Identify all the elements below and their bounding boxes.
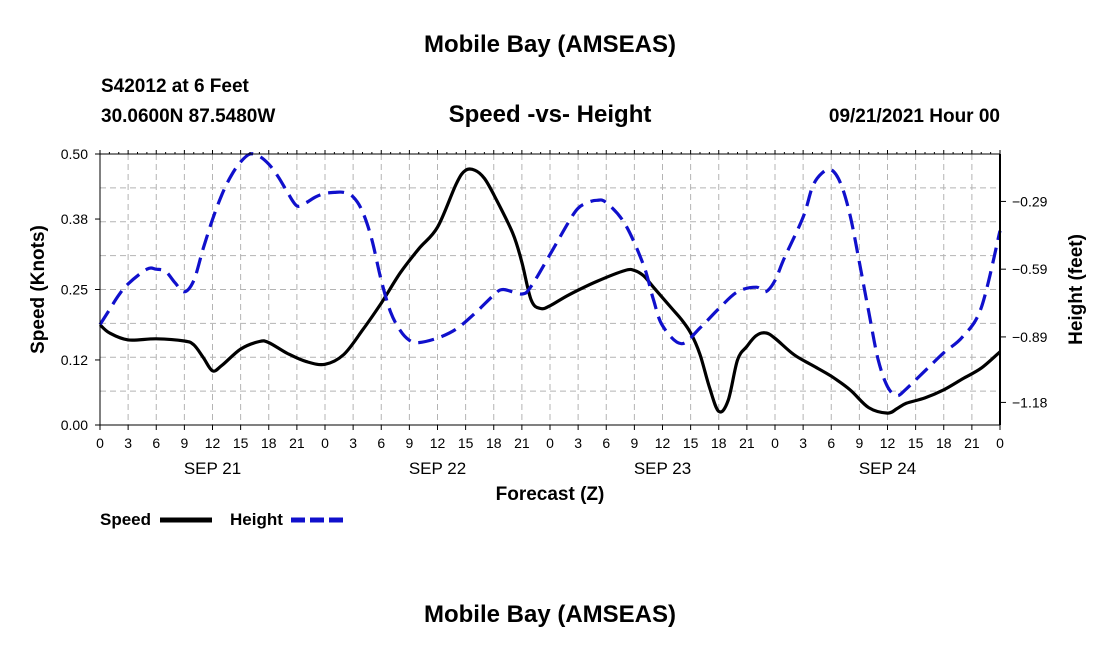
x-tick-label: 18 (711, 435, 727, 451)
station-coords: 30.0600N 87.5480W (101, 106, 276, 127)
x-tick-label: 9 (630, 435, 638, 451)
axes (95, 150, 1006, 430)
x-tick-label: 21 (739, 435, 755, 451)
y2-tick-label: −0.89 (1012, 329, 1048, 345)
y2-tick-label: −0.29 (1012, 193, 1048, 209)
x-tick-label: 3 (799, 435, 807, 451)
chart-subtitle: Speed -vs- Height (448, 101, 652, 128)
x-tick-label: 9 (180, 435, 188, 451)
day-label: SEP 22 (409, 459, 466, 478)
x-tick-label: 0 (546, 435, 554, 451)
x-tick-label: 15 (683, 435, 699, 451)
x-tick-label: 18 (936, 435, 952, 451)
legend-height-label: Height (230, 510, 283, 529)
y-axis-label: Speed (Knots) (28, 225, 49, 354)
x-tick-label: 12 (430, 435, 446, 451)
x-tick-label: 0 (771, 435, 779, 451)
day-label: SEP 23 (634, 459, 691, 478)
x-tick-label: 12 (880, 435, 896, 451)
x-tick-label: 6 (827, 435, 835, 451)
day-label: SEP 21 (184, 459, 241, 478)
x-tick-label: 3 (124, 435, 132, 451)
y-tick-label: 0.38 (61, 211, 88, 227)
x-tick-label: 21 (514, 435, 530, 451)
y-tick-label: 0.00 (61, 417, 88, 433)
x-tick-label: 6 (602, 435, 610, 451)
x-tick-label: 15 (458, 435, 474, 451)
x-tick-label: 9 (855, 435, 863, 451)
forecast-datetime: 09/21/2021 Hour 00 (828, 106, 1000, 127)
x-tick-label: 12 (655, 435, 671, 451)
x-tick-label: 6 (152, 435, 160, 451)
speed-series-line (98, 167, 1002, 415)
day-label: SEP 24 (859, 459, 916, 478)
station-label: S42012 at 6 Feet (101, 76, 249, 97)
y2-tick-label: −1.18 (1012, 394, 1048, 410)
x-tick-label: 18 (261, 435, 277, 451)
y-tick-label: 0.25 (61, 282, 88, 298)
x-tick-label: 15 (233, 435, 249, 451)
x-tick-label: 0 (996, 435, 1004, 451)
x-tick-label: 0 (321, 435, 329, 451)
y-tick-label: 0.12 (61, 352, 88, 368)
x-tick-label: 15 (908, 435, 924, 451)
bottom-title: Mobile Bay (AMSEAS) (423, 601, 677, 628)
x-tick-label: 6 (377, 435, 385, 451)
x-tick-label: 3 (574, 435, 582, 451)
x-tick-label: 9 (405, 435, 413, 451)
legend-speed-label: Speed (100, 510, 151, 529)
y2-axis-label: Height (feet) (1066, 234, 1087, 345)
x-tick-label: 18 (486, 435, 502, 451)
top-title: Mobile Bay (AMSEAS) (423, 31, 677, 58)
x-tick-label: 0 (96, 435, 104, 451)
x-axis-label: Forecast (Z) (496, 484, 605, 505)
x-tick-label: 3 (349, 435, 357, 451)
y-tick-label: 0.50 (61, 146, 88, 162)
y2-tick-label: −0.59 (1012, 261, 1048, 277)
x-tick-label: 21 (289, 435, 305, 451)
x-tick-label: 12 (205, 435, 221, 451)
x-tick-label: 21 (964, 435, 980, 451)
height-series-line (98, 152, 1002, 398)
